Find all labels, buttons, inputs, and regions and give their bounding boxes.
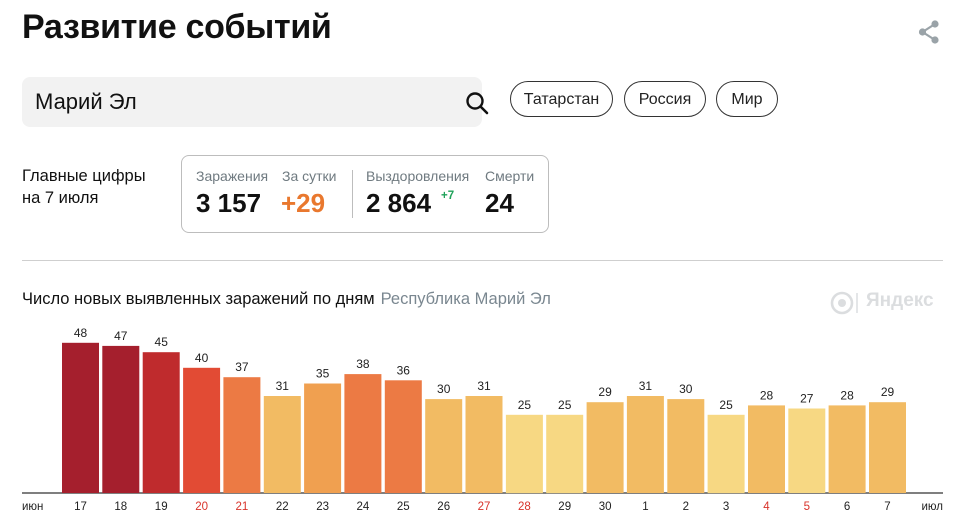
x-tick-label: 4: [763, 501, 770, 513]
bar-22[interactable]: [263, 396, 301, 493]
search-icon[interactable]: [464, 90, 490, 116]
bar-20[interactable]: [183, 367, 221, 493]
bar-30[interactable]: [586, 402, 624, 493]
bar-value-label: 31: [639, 379, 653, 393]
bar-value-label: 27: [800, 392, 814, 406]
x-tick-label: 19: [155, 501, 168, 513]
bar-4[interactable]: [748, 405, 785, 493]
daily-infections-chart: 4817471845194020372131223523382436253026…: [22, 326, 943, 513]
x-tick-label: 20: [195, 501, 208, 513]
bar-1[interactable]: [626, 396, 664, 493]
bar-value-label: 28: [840, 388, 854, 402]
bar-19[interactable]: [142, 352, 180, 493]
x-tick-label: 29: [558, 501, 571, 513]
bar-25[interactable]: [384, 380, 422, 493]
chart-title-text: Число новых выявленных заражений по дням: [22, 290, 375, 308]
bar-24[interactable]: [344, 374, 382, 493]
bar-value-label: 40: [195, 351, 209, 365]
deaths-label: Смерти: [485, 168, 535, 184]
bar-23[interactable]: [304, 383, 342, 494]
search-box: [22, 77, 489, 127]
bar-value-label: 28: [760, 388, 774, 402]
x-tick-label: 18: [114, 501, 127, 513]
region-pill-world[interactable]: Мир: [716, 81, 778, 117]
bar-17[interactable]: [62, 342, 99, 493]
per-day-value: +29: [281, 188, 326, 218]
summary-label-date: на 7 июля: [22, 189, 99, 207]
infections-value: 3 157: [196, 188, 262, 218]
bar-value-label: 37: [235, 360, 249, 374]
share-icon[interactable]: [916, 19, 942, 45]
recoveries-label: Выздоровления: [366, 168, 470, 184]
x-tick-label: 17: [74, 501, 87, 513]
recoveries-value: 2 864: [366, 188, 432, 218]
bar-value-label: 25: [719, 398, 733, 412]
bar-value-label: 29: [881, 385, 895, 399]
x-tick-label: 5: [804, 501, 810, 513]
bar-5[interactable]: [788, 408, 826, 494]
bar-2[interactable]: [667, 399, 705, 493]
bar-7[interactable]: [869, 402, 906, 493]
bar-value-label: 29: [598, 385, 612, 399]
bar-value-label: 38: [356, 357, 370, 371]
bar-value-label: 48: [74, 326, 88, 340]
page-title: Развитие событий: [22, 8, 332, 46]
month-label-start: июн: [22, 501, 43, 513]
bar-18[interactable]: [102, 345, 140, 493]
bar-26[interactable]: [425, 399, 463, 493]
x-tick-label: 6: [844, 501, 850, 513]
x-tick-label: 24: [357, 501, 370, 513]
bar-value-label: 30: [679, 382, 693, 396]
x-tick-label: 3: [723, 501, 729, 513]
bar-3[interactable]: [707, 414, 745, 494]
bar-29[interactable]: [546, 414, 584, 494]
per-day-label: За сутки: [282, 168, 337, 184]
watermark-text: Яндекс: [866, 290, 934, 311]
x-tick-label: 23: [316, 501, 329, 513]
x-tick-label: 21: [236, 501, 249, 513]
bar-value-label: 25: [558, 398, 572, 412]
bar-value-label: 47: [114, 329, 128, 343]
summary-label-line1: Главные цифры: [22, 167, 146, 185]
x-tick-label: 28: [518, 501, 531, 513]
x-tick-label: 25: [397, 501, 410, 513]
recoveries-delta: +7: [441, 190, 455, 202]
chart-region: Республика Марий Эл: [380, 290, 551, 308]
bar-value-label: 45: [155, 335, 169, 349]
summary-label: Главные цифры на 7 июля: [22, 165, 146, 209]
x-tick-label: 1: [642, 501, 648, 513]
bar-value-label: 30: [437, 382, 451, 396]
summary-card: Заражения 3 157 За сутки +29 Выздоровлен…: [181, 155, 549, 233]
deaths-value: 24: [485, 188, 514, 218]
bar-value-label: 35: [316, 367, 330, 381]
search-input[interactable]: [35, 77, 435, 127]
bar-value-label: 31: [276, 379, 290, 393]
infections-label: Заражения: [196, 168, 269, 184]
region-pill-russia[interactable]: Россия: [624, 81, 706, 117]
section-divider: [22, 260, 943, 261]
x-tick-label: 26: [437, 501, 450, 513]
bar-21[interactable]: [223, 377, 261, 493]
bar-28[interactable]: [505, 414, 543, 494]
region-pill-tatarstan[interactable]: Татарстан: [510, 81, 613, 117]
bar-value-label: 25: [518, 398, 532, 412]
bar-value-label: 31: [477, 379, 491, 393]
x-tick-label: 27: [478, 501, 491, 513]
yandex-logo-icon: [830, 291, 858, 315]
x-tick-label: 30: [599, 501, 612, 513]
bar-6[interactable]: [828, 405, 866, 493]
bar-27[interactable]: [465, 396, 503, 493]
month-label-end: июл: [921, 501, 943, 513]
chart-title: Число новых выявленных заражений по дням…: [22, 290, 551, 309]
card-divider: [352, 170, 353, 218]
bar-value-label: 36: [397, 363, 411, 377]
x-tick-label: 22: [276, 501, 289, 513]
x-tick-label: 2: [683, 501, 689, 513]
x-tick-label: 7: [884, 501, 890, 513]
